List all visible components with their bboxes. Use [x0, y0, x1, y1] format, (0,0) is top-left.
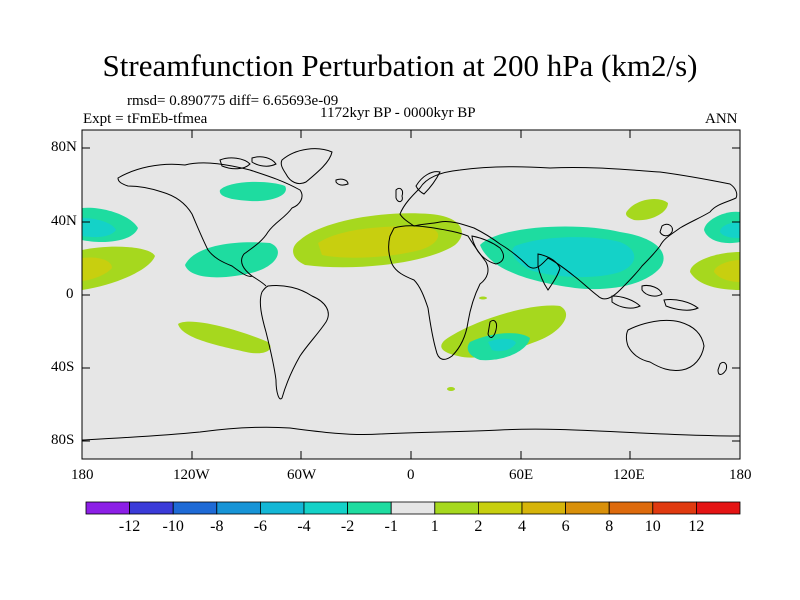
colorbar-label: 8	[605, 518, 614, 535]
lat-label-80s: 80S	[51, 432, 75, 448]
colorbar-label: -8	[210, 518, 224, 535]
colorbar-swatch	[696, 501, 741, 515]
lat-label-80n: 80N	[51, 139, 77, 155]
plot-title: Streamfunction Perturbation at 200 hPa (…	[102, 48, 698, 83]
lon-label-120e: 120E	[613, 467, 645, 483]
colorbar-swatch	[129, 501, 174, 515]
period-label: 1172kyr BP - 0000kyr BP	[320, 105, 476, 121]
colorbar-swatch	[521, 501, 566, 515]
lon-label-60w: 60W	[287, 467, 317, 483]
lon-label-180w: 180	[71, 467, 94, 483]
colorbar-label: -2	[340, 518, 355, 535]
colorbar-swatch	[608, 501, 654, 515]
coastlines	[82, 148, 740, 441]
lon-label-60e: 60E	[509, 467, 534, 483]
lat-label-0: 0	[66, 286, 74, 302]
colorbar-swatch	[303, 501, 348, 515]
colorbar-swatch	[347, 501, 392, 515]
anomaly-contours	[82, 181, 740, 391]
colorbar-swatch	[172, 501, 218, 515]
lon-label-180e: 180	[729, 467, 752, 483]
colorbar-label: -1	[384, 518, 398, 535]
lon-label-0: 0	[407, 467, 415, 483]
colorbar-swatch	[85, 501, 130, 515]
colorbar-label: -12	[118, 518, 141, 535]
lat-tick-marks	[82, 147, 740, 442]
colorbar-swatch	[390, 501, 436, 515]
colorbar-label: 6	[561, 518, 570, 535]
colorbar-swatch	[652, 501, 697, 515]
colorbar-label: -4	[297, 518, 311, 535]
colorbar-swatch	[216, 501, 261, 515]
colorbar-label: 2	[474, 518, 483, 535]
stats-text: rmsd= 0.890775 diff= 6.65693e-09	[127, 93, 339, 109]
colorbar-label: 12	[688, 518, 705, 535]
map-background	[82, 130, 740, 459]
colorbar	[85, 501, 741, 515]
colorbar-label: 1	[430, 518, 439, 535]
colorbar-swatch	[434, 501, 479, 515]
colorbar-label: -6	[253, 518, 268, 535]
lon-label-120w: 120W	[173, 467, 210, 483]
lat-label-40s: 40S	[51, 359, 75, 375]
lat-label-40n: 40N	[51, 213, 77, 229]
colorbar-swatch	[259, 501, 305, 515]
season-label: ANN	[705, 111, 738, 127]
colorbar-label: 4	[518, 518, 526, 535]
colorbar-swatch	[565, 501, 610, 515]
experiment-label: Expt = tFmEb-tfmea	[83, 111, 208, 127]
colorbar-swatch	[477, 501, 523, 515]
colorbar-label: -10	[162, 518, 184, 535]
colorbar-label: 10	[644, 518, 661, 535]
lon-tick-marks	[81, 130, 741, 459]
